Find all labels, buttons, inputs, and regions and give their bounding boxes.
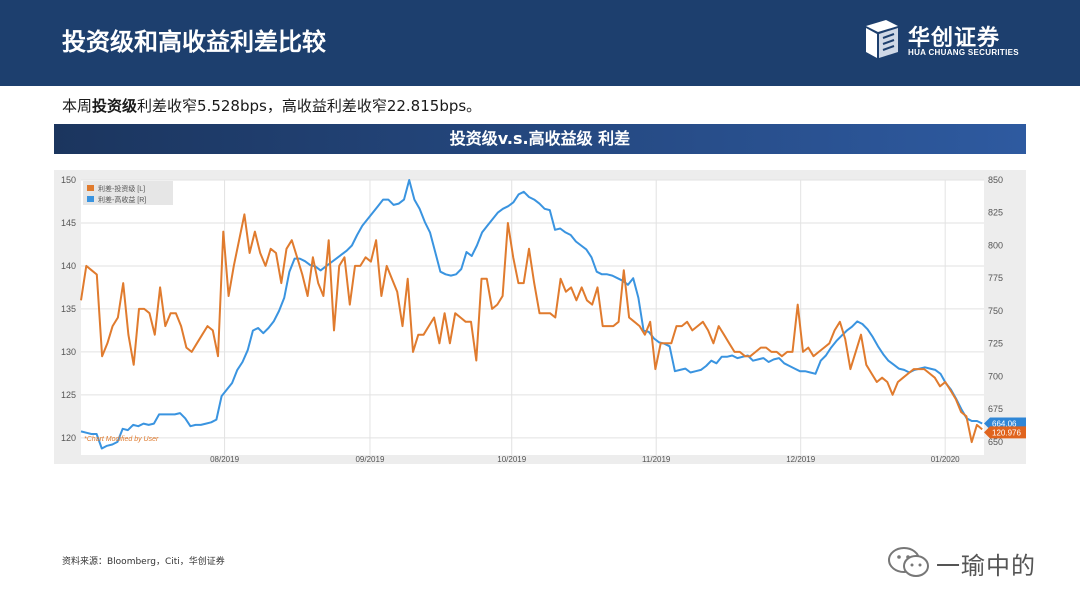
right-tick-label: 700 [988, 371, 1003, 381]
right-tick-label: 825 [988, 208, 1003, 218]
left-tick-label: 150 [61, 175, 76, 185]
left-tick-label: 145 [61, 218, 76, 228]
series-line-investment-grade [80, 213, 983, 444]
source-note: 资料来源：Bloomberg，Citi，华创证券 [62, 557, 225, 567]
chart-title: 投资级v.s.高收益级 利差 [449, 129, 631, 148]
right-tick-label: 800 [988, 240, 1003, 250]
right-tick-label: 750 [988, 306, 1003, 316]
legend: 利差-投资级 [L] 利差-高收益 [R] [83, 181, 173, 205]
legend-label-ig: 利差-投资级 [L] [98, 184, 145, 193]
last-value-label-ig: 120.976 [992, 428, 1021, 437]
watermark-text: 一瑜中的 [936, 552, 1036, 580]
wechat-icon [888, 547, 929, 577]
logo-english-name: HUA CHUANG SECURITIES [908, 48, 1019, 57]
series-line-high-yield [80, 179, 983, 450]
spread-chart: 120 125 130 135 140 145 150 650 675 700 725 750 775… [54, 170, 1030, 464]
summary-bold: 投资级 [92, 97, 138, 115]
last-value-label-hy: 664.06 [992, 419, 1017, 428]
x-tick-label: 01/2020 [931, 455, 960, 464]
x-tick-label: 08/2019 [210, 455, 239, 464]
summary-prefix: 本周 [62, 97, 93, 115]
chart-annotation: *Chart Modified by User [84, 436, 159, 443]
chart-container: 120 125 130 135 140 145 150 650 675 700 725 750 775… [54, 170, 1030, 464]
last-value-badge-ig: 120.976 [984, 426, 1030, 439]
x-tick-label: 09/2019 [355, 455, 384, 464]
header-bar: 投资级和高收益利差比较 华创证券 HUA CHUANG SECURITIES [0, 0, 1080, 86]
left-tick-label: 120 [61, 433, 76, 443]
x-tick-label: 11/2019 [642, 455, 671, 464]
logo-cube-icon [866, 20, 898, 58]
legend-swatch-hy [87, 196, 94, 202]
left-tick-label: 130 [61, 347, 76, 357]
watermark: 一瑜中的 [886, 544, 1056, 580]
x-tick-label: 10/2019 [497, 455, 526, 464]
left-tick-label: 125 [61, 390, 76, 400]
right-tick-label: 775 [988, 273, 1003, 283]
x-tick-label: 12/2019 [786, 455, 815, 464]
left-tick-label: 135 [61, 304, 76, 314]
summary-text: 本周投资级利差收窄5.528bps，高收益利差收窄22.815bps。 [62, 95, 481, 116]
summary-rest: 利差收窄5.528bps，高收益利差收窄22.815bps。 [137, 97, 482, 115]
logo-chinese-name: 华创证券 [908, 26, 1001, 51]
page-title: 投资级和高收益利差比较 [62, 28, 326, 56]
right-tick-label: 725 [988, 339, 1003, 349]
company-logo: 华创证券 HUA CHUANG SECURITIES [864, 20, 1044, 64]
left-tick-label: 140 [61, 261, 76, 271]
right-tick-label: 675 [988, 404, 1003, 414]
legend-label-hy: 利差-高收益 [R] [98, 195, 146, 204]
chart-title-banner: 投资级v.s.高收益级 利差 [54, 124, 1026, 154]
legend-swatch-ig [87, 185, 94, 191]
right-tick-label: 650 [988, 437, 1003, 447]
right-tick-label: 850 [988, 175, 1003, 185]
